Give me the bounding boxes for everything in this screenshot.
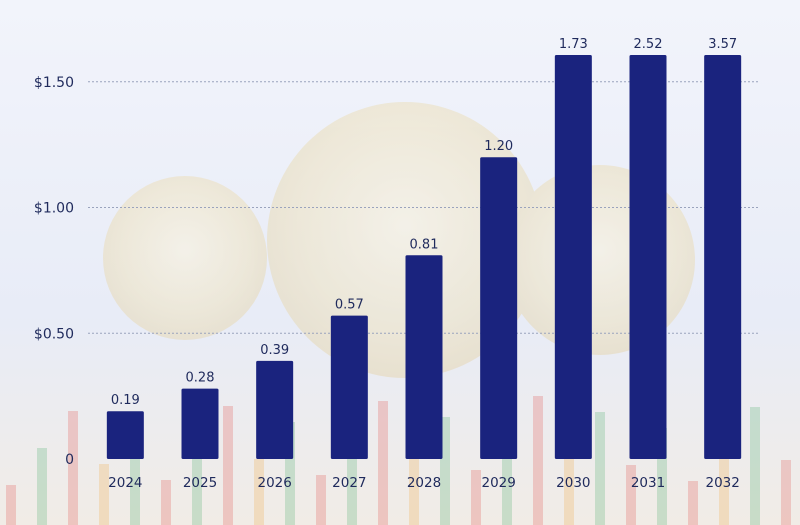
data-label: 1.73 xyxy=(559,37,588,52)
x-tick-label: 2025 xyxy=(183,475,217,491)
data-labels: 0.19 0.28 0.39 0.57 0.81 1.20 1.73 2.52 3.57 xyxy=(111,37,737,408)
bar-2029 xyxy=(480,157,518,459)
x-tick-label: 2024 xyxy=(108,475,142,491)
x-tick-label: 2026 xyxy=(257,475,291,491)
x-tick-label: 2031 xyxy=(631,475,665,491)
bar-2032 xyxy=(704,55,742,459)
bar-2028 xyxy=(405,255,443,459)
x-tick-label: 2032 xyxy=(705,475,739,491)
bar-2031 xyxy=(629,55,667,459)
doge-coin-left-icon xyxy=(103,176,267,340)
y-tick-label: 0 xyxy=(65,452,74,468)
data-label: 0.57 xyxy=(335,298,364,313)
y-tick-label: $1.50 xyxy=(34,75,74,91)
data-label: 0.39 xyxy=(260,343,289,358)
x-tick-label: 2030 xyxy=(556,475,590,491)
doge-coin-center-icon xyxy=(267,102,543,378)
y-tick-label: $0.50 xyxy=(34,326,74,342)
bar-2024 xyxy=(106,411,144,459)
x-tick-label: 2027 xyxy=(332,475,366,491)
x-tick-label: 2029 xyxy=(481,475,515,491)
data-label: 1.20 xyxy=(484,139,513,154)
bar-2027 xyxy=(330,315,368,459)
data-label: 3.57 xyxy=(708,37,737,52)
background-candlesticks xyxy=(6,396,791,525)
data-label: 0.81 xyxy=(410,237,439,252)
data-label: 0.19 xyxy=(111,393,140,408)
y-tick-label: $1.00 xyxy=(34,201,74,217)
x-tick-label: 2028 xyxy=(407,475,441,491)
bar-2025 xyxy=(181,388,219,459)
bar-2026 xyxy=(256,360,294,459)
x-axis-tick-labels: 2024 2025 2026 2027 2028 2029 2030 2031 2032 xyxy=(108,475,740,491)
bar-2030 xyxy=(554,55,592,459)
data-label: 2.52 xyxy=(634,37,663,52)
bars xyxy=(106,55,742,459)
y-axis-tick-labels: 0$0.50$1.00$1.50$2.00$2.50$3.00 xyxy=(34,75,74,468)
data-label: 0.28 xyxy=(186,371,215,386)
